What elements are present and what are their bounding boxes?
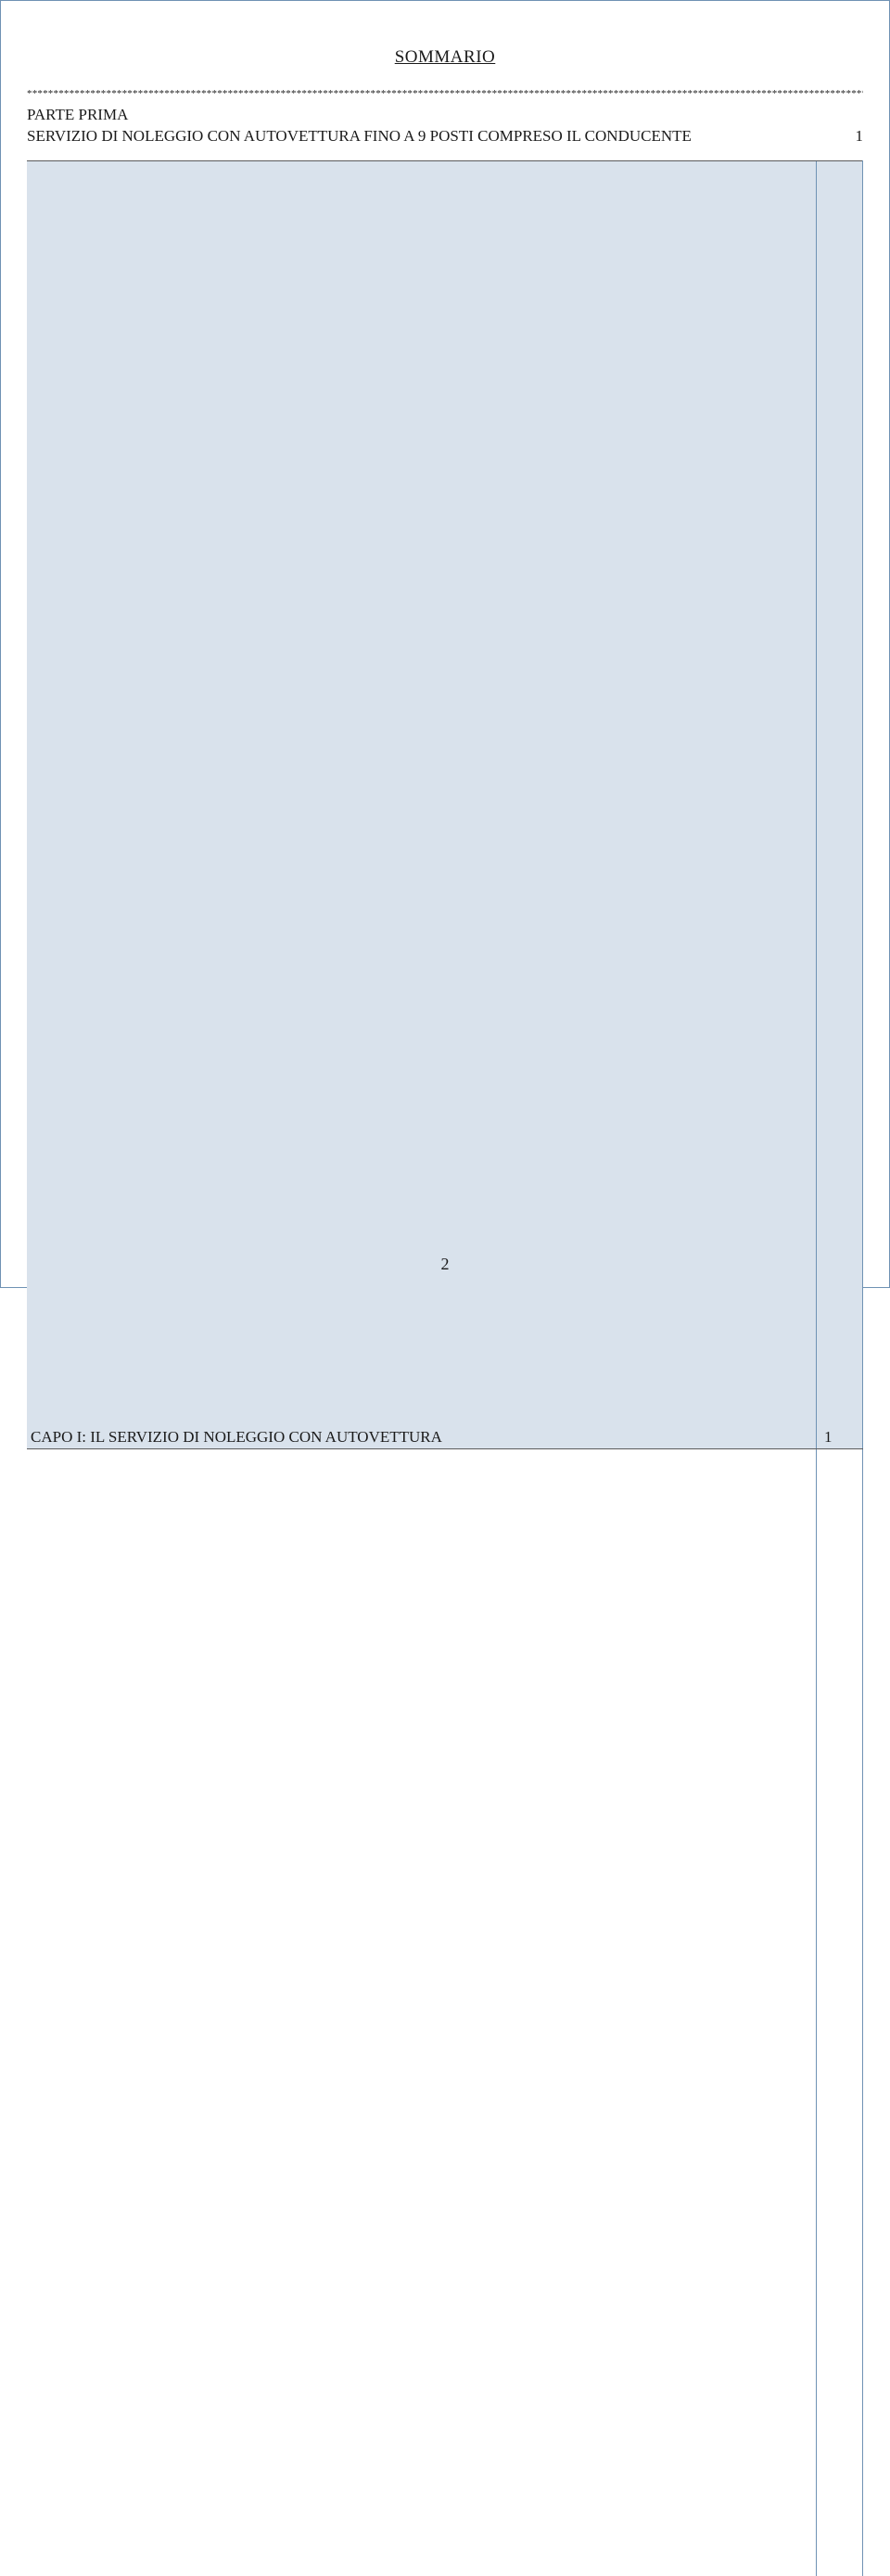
toc-table: CAPO I: IL SERVIZIO DI NOLEGGIO CON AUTO… xyxy=(27,160,863,2576)
footer-page-number: 2 xyxy=(1,1255,889,1274)
separator-stars: ****************************************… xyxy=(27,88,863,99)
toc-art-row: Art. 1 – Definizione del servizio1 xyxy=(27,1448,863,2576)
toc-row-page: 1 xyxy=(817,1448,863,2576)
part-page: 1 xyxy=(826,126,863,147)
part-heading: PARTE PRIMA SERVIZIO DI NOLEGGIO CON AUT… xyxy=(27,105,863,147)
toc-title: SOMMARIO xyxy=(27,47,863,68)
part-subtitle: SERVIZIO DI NOLEGGIO CON AUTOVETTURA FIN… xyxy=(27,126,692,147)
toc-row-label: Art. 1 – Definizione del servizio xyxy=(27,1448,817,2576)
document-page: SOMMARIO *******************************… xyxy=(0,0,890,1288)
part-label: PARTE PRIMA xyxy=(27,105,128,126)
